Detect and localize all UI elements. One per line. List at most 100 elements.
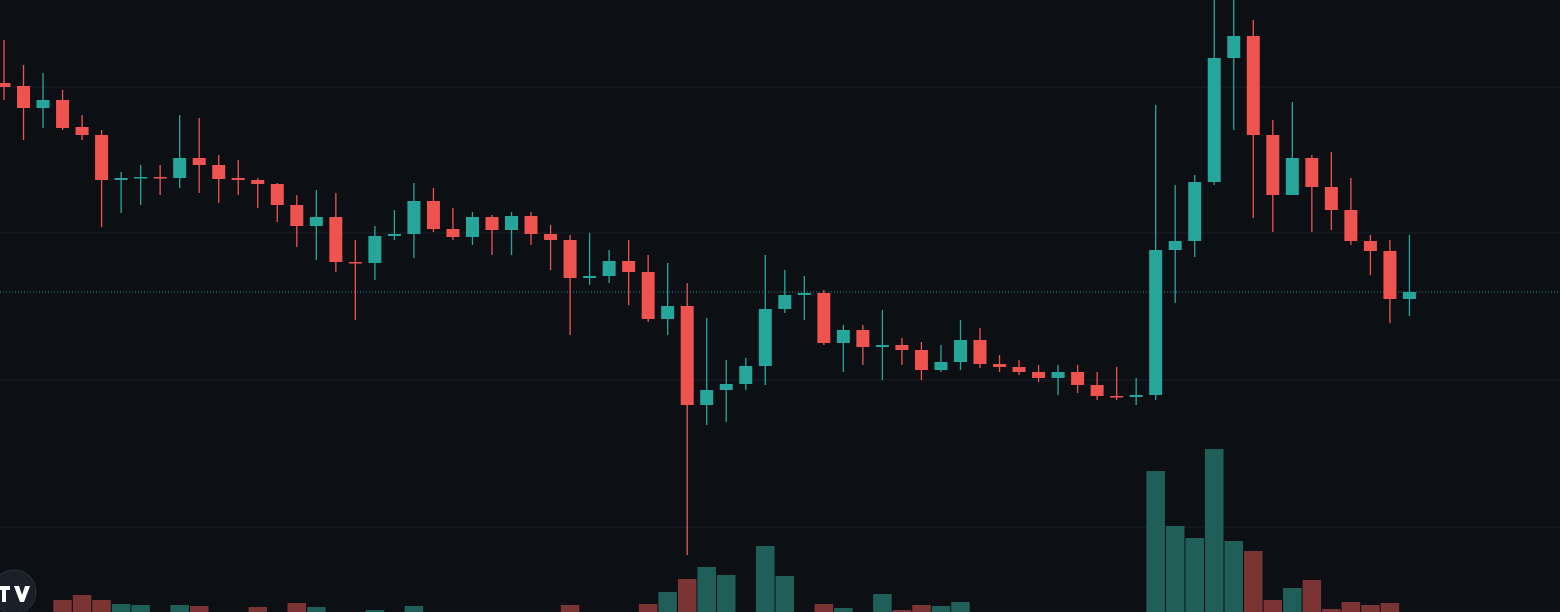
candle-body xyxy=(993,364,1007,367)
candles xyxy=(0,0,1416,555)
candle-body xyxy=(446,229,460,237)
candle-body xyxy=(348,262,362,264)
candle-body xyxy=(914,350,928,370)
candle-body xyxy=(1266,135,1280,195)
candle-body xyxy=(856,330,870,347)
volume-bar xyxy=(53,600,72,612)
candle-body xyxy=(1285,158,1299,195)
logo[interactable] xyxy=(0,569,37,612)
candle-body xyxy=(641,272,655,319)
candle-body xyxy=(758,309,772,366)
volume-bar xyxy=(189,606,209,612)
candle-body xyxy=(309,217,323,226)
volume-bar xyxy=(775,576,795,612)
volume-bar xyxy=(404,606,424,612)
candle-body xyxy=(75,127,89,135)
candle-body xyxy=(680,306,694,405)
candle-body xyxy=(544,234,558,240)
candle-body xyxy=(505,216,519,230)
candle-body xyxy=(36,100,50,108)
volume-bar xyxy=(560,605,580,612)
logo-glyph xyxy=(0,586,30,602)
candle-body xyxy=(524,216,538,234)
volume-bar xyxy=(131,605,150,612)
candle-body xyxy=(1149,250,1163,395)
volume-bar xyxy=(1185,538,1204,612)
candle-body xyxy=(231,178,245,180)
candle-body xyxy=(1305,158,1319,187)
volume-bar xyxy=(873,594,892,612)
candle-body xyxy=(934,362,948,370)
volume-bar xyxy=(716,575,736,612)
volume-pane xyxy=(53,449,1400,612)
volume-bar xyxy=(92,600,111,612)
volume-bar xyxy=(1165,526,1185,612)
candle-body xyxy=(1383,251,1397,299)
candle-body xyxy=(485,217,499,230)
candle-body xyxy=(700,390,714,405)
volume-bar xyxy=(1361,605,1380,612)
candle-body xyxy=(563,240,577,278)
volume-bar xyxy=(756,546,775,612)
volume-bar xyxy=(1244,551,1263,612)
candle-body xyxy=(290,205,304,226)
candle-body xyxy=(602,261,616,276)
volume-bar xyxy=(1283,588,1302,612)
volume-bar xyxy=(1302,580,1322,612)
volume-bar xyxy=(892,610,912,612)
candle-body xyxy=(251,180,265,184)
candle-body xyxy=(114,178,128,180)
candle-body xyxy=(622,261,636,272)
candle-body xyxy=(1168,241,1182,250)
candle-body xyxy=(212,165,226,179)
volume-bar xyxy=(1204,449,1224,612)
candle-body xyxy=(875,345,889,347)
volume-bar xyxy=(307,607,326,612)
candle-body xyxy=(465,217,479,237)
candle-body xyxy=(1246,36,1260,135)
candle-body xyxy=(270,184,284,205)
candle-body xyxy=(1110,396,1124,398)
candle-body xyxy=(153,177,167,179)
volume-bar xyxy=(658,592,677,612)
candle-body xyxy=(953,340,967,362)
candle-body xyxy=(192,158,206,165)
volume-bar xyxy=(1146,471,1165,612)
volume-bar xyxy=(1263,600,1283,612)
candle-body xyxy=(1363,241,1377,251)
candle-body xyxy=(95,135,109,180)
candle-body xyxy=(0,83,11,87)
volume-bar xyxy=(697,567,716,612)
candle-body xyxy=(973,340,987,364)
candle-body xyxy=(1188,182,1202,241)
candle-body xyxy=(329,217,343,262)
candle-body xyxy=(368,236,382,263)
candle-body xyxy=(56,100,70,128)
candle-body xyxy=(173,158,187,178)
candle-body xyxy=(661,306,675,319)
candle-body xyxy=(1344,210,1358,241)
volume-bar xyxy=(834,608,853,612)
candle-body xyxy=(426,201,440,229)
candle-body xyxy=(1090,385,1104,396)
candle-body xyxy=(1324,187,1338,210)
candle-body xyxy=(719,384,733,390)
volume-bar xyxy=(365,610,385,612)
volume-bar xyxy=(170,605,189,612)
candle-body xyxy=(1207,58,1221,182)
candle-body xyxy=(583,276,597,278)
candle-body xyxy=(739,366,753,384)
candle-body xyxy=(134,177,148,179)
candle-body xyxy=(836,330,850,343)
volume-bar xyxy=(1224,541,1244,612)
candle-body xyxy=(17,86,31,108)
candle-body xyxy=(778,295,792,309)
volume-bar xyxy=(814,604,834,612)
candle-body xyxy=(407,201,421,234)
volume-bar xyxy=(111,604,131,612)
volume-bar xyxy=(912,605,931,612)
candle-body xyxy=(1012,367,1026,372)
candle-body xyxy=(1227,36,1241,58)
